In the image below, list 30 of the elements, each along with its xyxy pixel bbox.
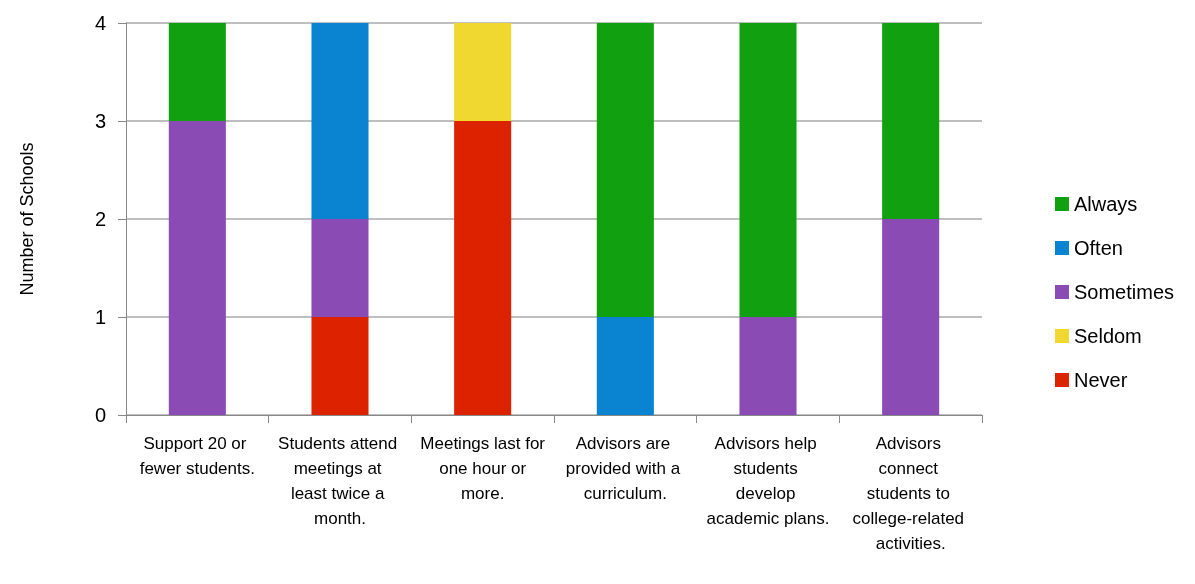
y-tick-label: 4 <box>94 12 106 34</box>
bar <box>596 23 654 317</box>
x-tick-label: Meetings last for one hour or more. <box>420 434 546 503</box>
x-tick-label: Students attend meetings at least twice a month. <box>278 434 402 528</box>
y-tick-label: 0 <box>94 404 106 426</box>
bar <box>454 121 512 415</box>
bar <box>311 317 369 415</box>
legend-label: Always <box>1073 193 1138 215</box>
bar <box>739 317 797 415</box>
y-tick-label: 2 <box>94 208 106 230</box>
legend-label: Seldom <box>1073 325 1142 347</box>
y-axis-title: Number of Schools <box>17 142 37 296</box>
bar <box>882 219 940 415</box>
y-tick-label: 1 <box>94 306 106 328</box>
bar <box>882 23 940 219</box>
x-tick-label: Advisors connect students to college-related activities. <box>852 434 969 553</box>
bar <box>739 23 797 317</box>
y-tick-label: 3 <box>94 110 106 132</box>
bar <box>168 23 226 121</box>
x-tick-label: Advisors are provided with a curriculum. <box>565 434 685 503</box>
bar <box>454 23 512 121</box>
x-tick-label: Support 20 or fewer students. <box>139 434 255 478</box>
bar <box>168 121 226 415</box>
bar <box>311 23 369 219</box>
legend-label: Often <box>1073 237 1123 259</box>
legend-label: Never <box>1073 369 1128 391</box>
bar <box>311 219 369 317</box>
legend-label: Sometimes <box>1073 281 1174 303</box>
bar <box>596 317 654 415</box>
x-tick-label: Advisors help students develop academic plans. <box>706 434 830 528</box>
